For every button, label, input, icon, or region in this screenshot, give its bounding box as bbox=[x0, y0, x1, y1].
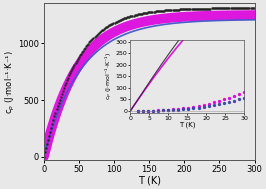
Y-axis label: c$_p$ (J·mol⁻¹·K⁻¹): c$_p$ (J·mol⁻¹·K⁻¹) bbox=[3, 50, 16, 114]
X-axis label: T (K): T (K) bbox=[138, 176, 161, 186]
